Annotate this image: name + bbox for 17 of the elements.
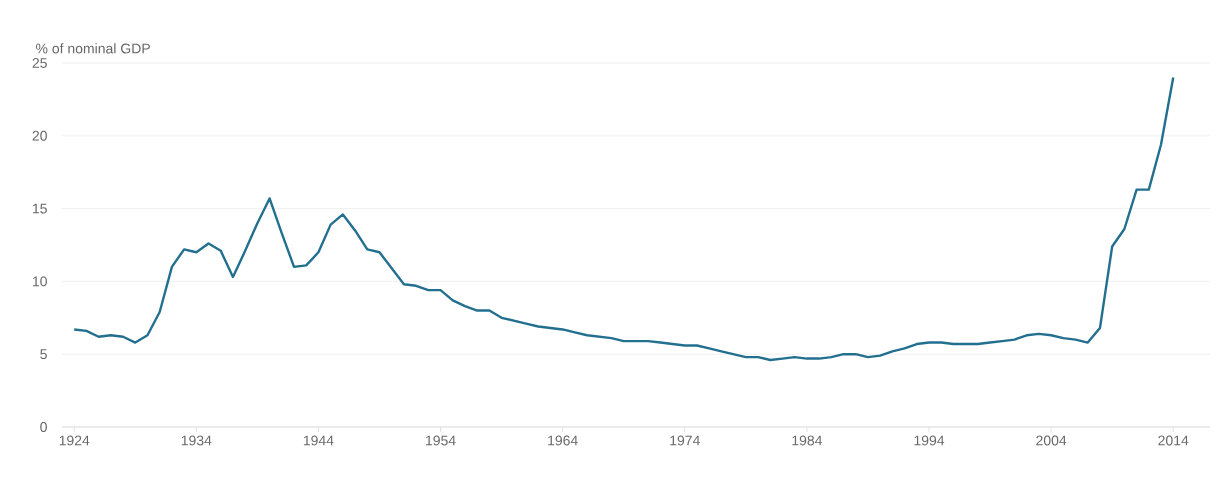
y-tick-label: 15 (32, 203, 47, 214)
y-tick-label: 20 (32, 130, 47, 141)
x-tick-label: 2014 (1158, 435, 1189, 446)
x-tick-label: 1954 (426, 435, 456, 446)
y-tick-label: 0 (40, 422, 47, 432)
x-tick-label: 1934 (181, 435, 212, 446)
y-tick-label: 5 (40, 349, 47, 360)
x-tick-label: 1944 (303, 435, 334, 446)
x-tick-label: 2004 (1036, 435, 1067, 446)
y-axis-title: % of nominal GDP (36, 43, 150, 54)
x-tick-label: 1974 (670, 435, 700, 446)
x-tick-label: 1924 (59, 435, 90, 446)
x-tick-label: 1984 (792, 435, 823, 446)
x-tick-label: 1964 (548, 435, 578, 446)
x-tick-label: 1994 (914, 435, 945, 446)
y-tick-label: 25 (32, 58, 47, 68)
y-tick-label: 10 (32, 276, 47, 287)
